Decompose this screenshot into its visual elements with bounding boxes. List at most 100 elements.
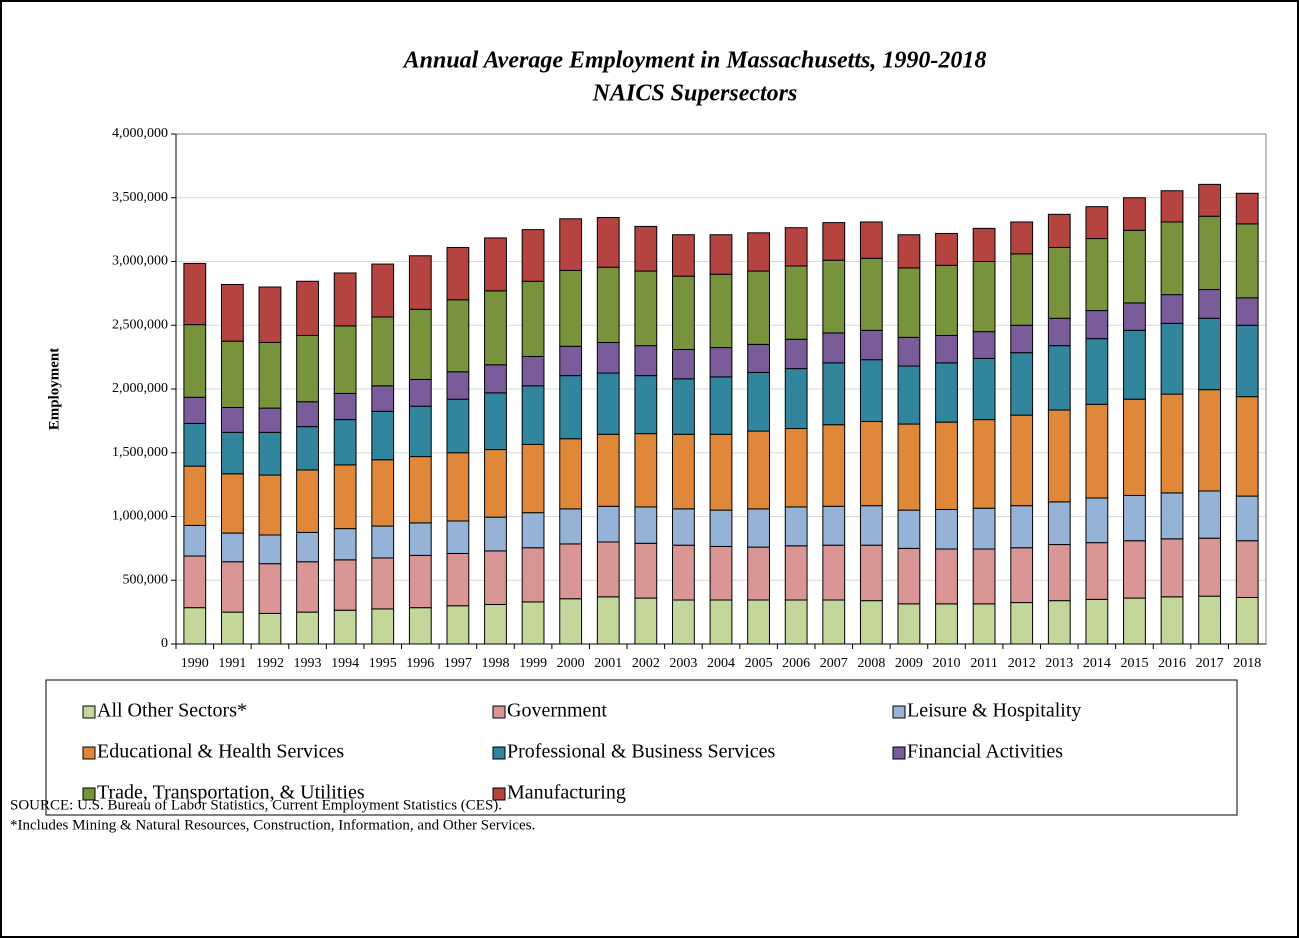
bar-segment — [559, 438, 583, 510]
bar-segment — [183, 324, 207, 398]
bar-segment — [747, 546, 770, 601]
bar-segment — [1085, 598, 1109, 645]
bar-segment — [333, 464, 357, 530]
x-tick-label: 2000 — [557, 656, 585, 671]
bar-segment — [822, 424, 846, 507]
legend-label: Financial Activities — [907, 741, 1063, 763]
bar-segment — [1198, 215, 1222, 291]
bar-segment — [935, 421, 958, 510]
bar-segment — [596, 541, 620, 598]
bar-segment — [484, 392, 507, 451]
legend-label: All Other Sectors* — [97, 700, 247, 722]
bar-segment — [634, 433, 658, 508]
y-axis-label: Employment — [46, 348, 62, 431]
legend-swatch — [82, 705, 96, 719]
x-tick-label: 2017 — [1196, 656, 1224, 671]
bar-segment — [859, 329, 883, 361]
bar-segment — [1047, 544, 1071, 602]
bar-segment — [747, 599, 770, 645]
x-tick-label: 2004 — [707, 656, 735, 671]
bar-segment — [258, 563, 282, 614]
bar-segment — [484, 516, 507, 552]
bar-segment — [972, 331, 996, 359]
bar-segment — [1047, 246, 1071, 319]
bar-segment — [296, 426, 319, 471]
bar-segment — [1010, 602, 1034, 645]
bar-segment — [258, 534, 282, 565]
bar-segment — [408, 378, 432, 407]
bar-segment — [408, 554, 432, 609]
y-tick-label: 4,000,000 — [112, 126, 168, 141]
bar-segment — [1085, 310, 1109, 340]
bar-segment — [1123, 329, 1146, 400]
bar-segment — [333, 272, 357, 327]
bar-segment — [521, 443, 545, 514]
bar-segment — [897, 234, 921, 269]
legend-swatch — [892, 746, 906, 760]
bar-segment — [296, 401, 319, 428]
x-tick-label: 1997 — [444, 656, 472, 671]
bar-segment — [446, 246, 470, 301]
bar-segment — [596, 505, 620, 543]
bar-segment — [521, 229, 545, 282]
bar-segment — [935, 232, 958, 266]
bar-segment — [596, 266, 620, 343]
x-tick-label: 2014 — [1083, 656, 1111, 671]
y-tick-label: 2,000,000 — [112, 381, 168, 396]
bar-segment — [296, 531, 319, 563]
bar-segment — [484, 449, 507, 518]
x-tick-label: 2007 — [820, 656, 848, 671]
legend-swatch — [492, 746, 506, 760]
bar-segment — [521, 355, 545, 387]
x-tick-label: 1990 — [181, 656, 209, 671]
y-tick-label: 2,500,000 — [112, 317, 168, 332]
y-tick-label: 3,000,000 — [112, 254, 168, 269]
bar-segment — [596, 217, 620, 268]
bar-segment — [822, 505, 846, 546]
bar-segment — [1123, 494, 1146, 542]
bar-segment — [634, 542, 658, 599]
bar-segment — [333, 325, 357, 394]
bar-segment — [897, 423, 921, 511]
bar-segment — [1047, 409, 1071, 503]
legend-label: Professional & Business Services — [507, 741, 776, 763]
bar-segment — [1085, 206, 1109, 240]
bar-segment — [1123, 229, 1146, 304]
x-tick-label: 1995 — [369, 656, 397, 671]
bar-segment — [935, 334, 958, 364]
legend-swatch — [492, 787, 506, 801]
bar-segment — [1198, 183, 1222, 217]
bar-segment — [709, 509, 733, 547]
legend-label: Government — [507, 700, 607, 722]
bar-segment — [333, 392, 357, 421]
bar-segment — [1010, 547, 1034, 604]
bar-segment — [859, 544, 883, 602]
bar-segment — [672, 433, 695, 510]
bar-segment — [296, 611, 319, 645]
bar-segment — [1160, 322, 1184, 395]
bar-segment — [484, 550, 507, 605]
bar-segment — [935, 508, 958, 550]
bar-segment — [634, 345, 658, 377]
bar-segment — [1160, 538, 1184, 598]
bar-segment — [634, 225, 658, 272]
bar-segment — [408, 255, 432, 310]
bar-segment — [859, 221, 883, 259]
bar-segment — [972, 548, 996, 605]
x-tick-label: 2001 — [594, 656, 622, 671]
bar-segment — [747, 430, 770, 510]
bar-segment — [220, 283, 244, 342]
bar-segment — [484, 364, 507, 394]
bar-segment — [1235, 223, 1259, 299]
x-tick-label: 2012 — [1008, 656, 1036, 671]
bar-segment — [1123, 540, 1146, 599]
bar-segment — [897, 365, 921, 425]
bar-segment — [183, 465, 207, 526]
bar-segment — [446, 520, 470, 554]
x-tick-label: 1998 — [481, 656, 509, 671]
bar-segment — [1085, 403, 1109, 499]
bar-segment — [672, 234, 695, 277]
x-tick-label: 2008 — [857, 656, 885, 671]
x-tick-label: 2013 — [1045, 656, 1073, 671]
bar-segment — [1235, 324, 1259, 398]
